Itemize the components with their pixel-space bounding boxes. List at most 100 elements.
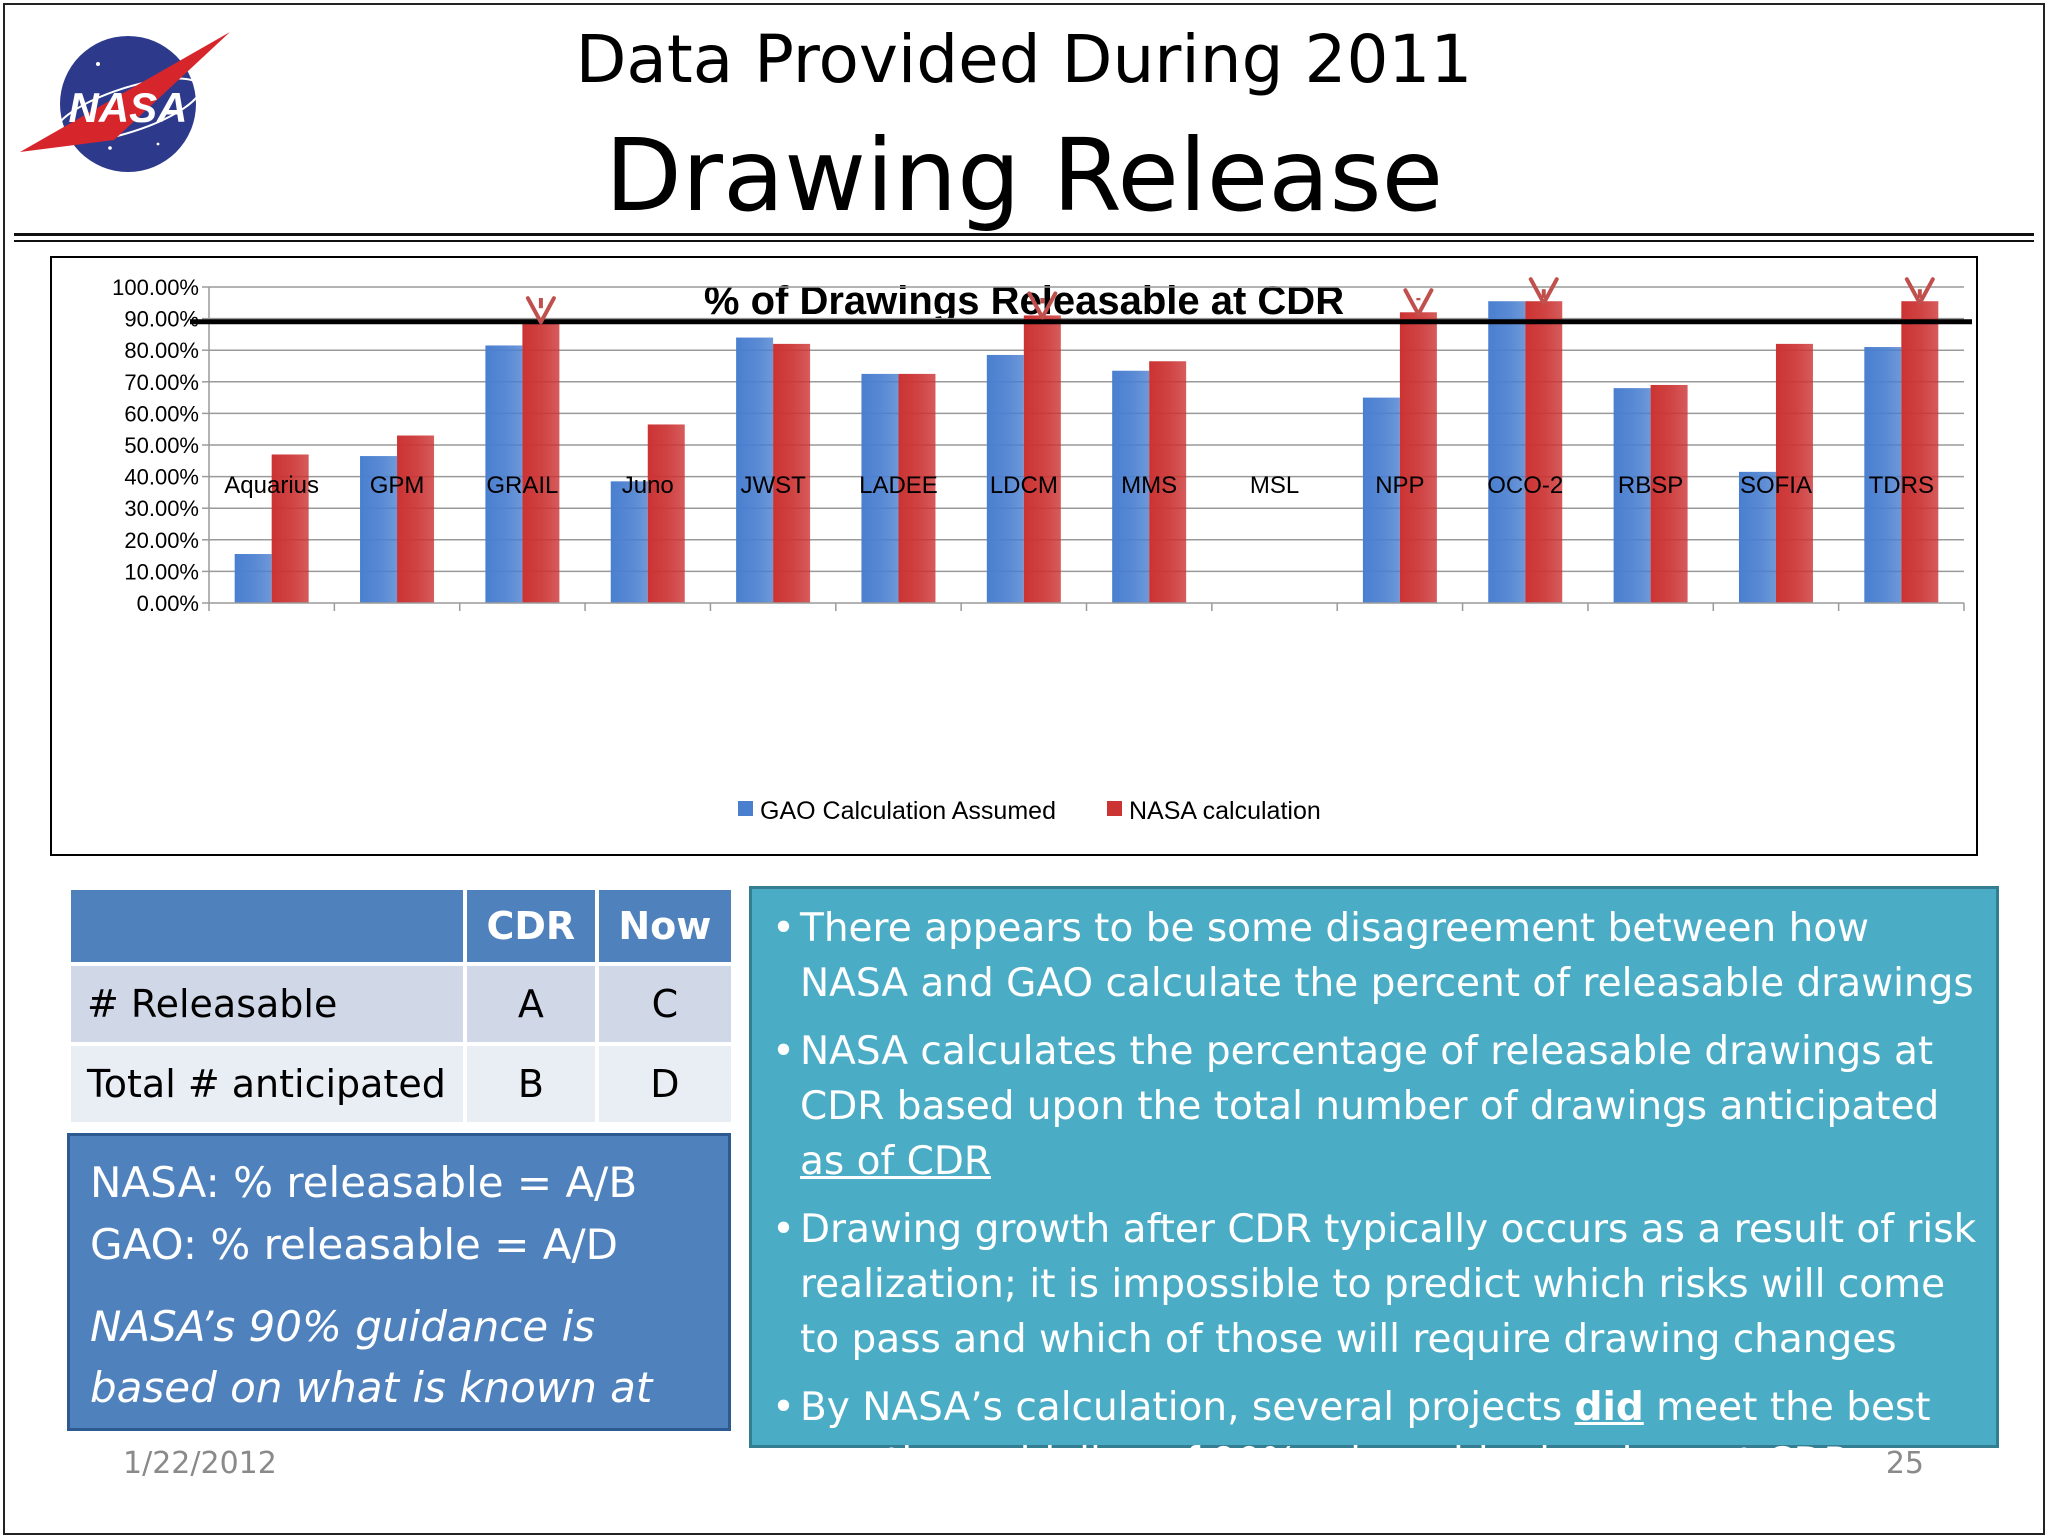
bar-gpm-nasa: [397, 435, 435, 603]
arrow-head: [1027, 291, 1058, 320]
slide-frame: [3, 3, 2045, 1535]
cell-now: D: [594, 1042, 736, 1126]
bar-ladee-nasa: [898, 373, 936, 603]
cell-now: C: [594, 962, 736, 1046]
bar-chart: % of Drawings Releasable at CDR 0.00%10.…: [112, 275, 1972, 825]
x-tick-label: SOFIA: [1740, 472, 1812, 499]
bar-rbsp-nasa: [1650, 384, 1688, 603]
annotation-arrows: [525, 277, 1935, 325]
bar-ldcm-nasa: [1023, 315, 1061, 603]
table-header-row: CDR Now: [67, 886, 736, 966]
legend-swatch-gao: [738, 801, 753, 816]
title-line-2: Drawing Release: [604, 117, 1444, 234]
bullet-1-text: There appears to be some disagreement be…: [800, 906, 1974, 1006]
x-tick-label: Juno: [622, 472, 674, 499]
bar-aquarius-gao: [234, 554, 272, 603]
arrow-head: [525, 296, 556, 325]
legend: GAO Calculation Assumed NASA calculation: [738, 797, 1321, 825]
arrow-head: [1904, 277, 1935, 306]
bullet-3-text: Drawing growth after CDR typically occur…: [800, 1207, 1977, 1362]
title-rule: [14, 233, 2034, 236]
bar-tdrs-nasa: [1901, 301, 1939, 603]
x-tick-label: MMS: [1121, 472, 1177, 499]
bar-oco-2-nasa: [1525, 301, 1563, 603]
title-line-1: Data Provided During 2011: [575, 21, 1473, 98]
bar-sofia-nasa: [1775, 343, 1813, 603]
bar-rbsp-gao: [1613, 388, 1651, 603]
bar-mms-nasa: [1149, 361, 1187, 603]
gao-formula: GAO: % releasable = A/D: [90, 1220, 618, 1269]
bar-juno-nasa: [647, 424, 685, 603]
legend-label-gao: GAO Calculation Assumed: [760, 797, 1056, 825]
bullet-2-text: NASA calculates the percentage of releas…: [800, 1029, 1940, 1129]
y-tick-label: 50.00%: [124, 433, 199, 458]
y-tick-label: 10.00%: [124, 559, 199, 584]
chart-container: % of Drawings Releasable at CDR 0.00% 10.…: [50, 256, 1978, 856]
legend-swatch-nasa: [1107, 801, 1122, 816]
bullet-2: NASA calculates the percentage of releas…: [768, 1024, 1978, 1189]
y-tick-label: 20.00%: [124, 528, 199, 553]
y-tick-label: 40.00%: [124, 465, 199, 490]
x-tick-label: MSL: [1250, 472, 1299, 499]
x-tick-label: LDCM: [990, 472, 1058, 499]
y-tick-labels: 0.00% 10.00% 20.00% 30.00% 40.00% 50.00% 60.00…: [112, 275, 199, 616]
x-tick-label: LADEE: [859, 472, 938, 499]
x-tick-label: Aquarius: [224, 472, 319, 499]
bar-tdrs-gao: [1864, 347, 1902, 603]
slide-date: 1/22/2012: [123, 1446, 277, 1481]
table-header-cdr: CDR: [463, 886, 599, 966]
bullet-list: There appears to be some disagreement be…: [768, 901, 1978, 1490]
x-tick-label: OCO-2: [1487, 472, 1563, 499]
bullet-1: There appears to be some disagreement be…: [768, 901, 1978, 1011]
bar-mms-gao: [1112, 370, 1150, 603]
x-tick-label: RBSP: [1618, 472, 1683, 499]
table-row: # Releasable A C: [67, 962, 736, 1046]
arrow-head: [1528, 277, 1559, 306]
y-tick-label: 70.00%: [124, 370, 199, 395]
nasa-logo-icon: NASA: [20, 32, 230, 172]
bar-npp-nasa: [1399, 312, 1437, 603]
cdr-table: CDR Now # Releasable A C Total # anticip…: [67, 886, 736, 1126]
y-tick-label: 30.00%: [124, 496, 199, 521]
page-number: 25: [1885, 1446, 1924, 1481]
bar-ldcm-gao: [986, 354, 1024, 603]
legend-label-nasa: NASA calculation: [1129, 797, 1321, 825]
cell-cdr: B: [463, 1042, 599, 1126]
table-header-blank: [67, 886, 467, 966]
gridlines: [202, 286, 1964, 604]
bar-oco-2-gao: [1488, 301, 1526, 603]
guidance-note: NASA’s 90% guidance is based on what is …: [90, 1302, 653, 1473]
bar-gpm-gao: [360, 456, 398, 603]
table-header-now: Now: [594, 886, 736, 966]
bar-jwst-nasa: [773, 343, 811, 603]
bar-sofia-gao: [1738, 471, 1776, 603]
x-tick-label: TDRS: [1869, 472, 1934, 499]
x-tick-label: GRAIL: [486, 472, 558, 499]
y-tick-label: 80.00%: [124, 338, 199, 363]
cell-cdr: A: [463, 962, 599, 1046]
table-row: Total # anticipated B D: [67, 1042, 736, 1126]
bullet-4: By NASA’s calculation, several projects …: [768, 1380, 1978, 1490]
bullet-4-text: By NASA’s calculation, several projects: [800, 1385, 1575, 1430]
arrow-head: [1403, 288, 1434, 317]
y-tick-label: 0.00%: [137, 591, 199, 616]
x-tick-label: GPM: [370, 472, 425, 499]
bars: [234, 301, 1939, 603]
x-tick-label: NPP: [1375, 472, 1424, 499]
bullet-4-text-end: meet the best practice guideline of 90% …: [800, 1385, 1931, 1485]
bullet-3: Drawing growth after CDR typically occur…: [768, 1202, 1978, 1367]
bar-ladee-gao: [861, 373, 899, 603]
bar-npp-gao: [1362, 397, 1400, 603]
formula-box: NASA: % releasable = A/B GAO: % releasab…: [67, 1133, 731, 1473]
bullet-2-underline: as of CDR: [800, 1139, 991, 1184]
x-tick-label: JWST: [740, 472, 806, 499]
title-rule-thin: [14, 240, 2034, 242]
nasa-formula: NASA: % releasable = A/B: [90, 1158, 638, 1207]
bar-grail-nasa: [522, 320, 560, 603]
row-label: # Releasable: [67, 962, 467, 1046]
row-label: Total # anticipated: [67, 1042, 467, 1126]
info-box: There appears to be some disagreement be…: [749, 886, 1999, 1485]
bar-juno-gao: [610, 481, 648, 603]
logo-text: NASA: [68, 84, 187, 131]
